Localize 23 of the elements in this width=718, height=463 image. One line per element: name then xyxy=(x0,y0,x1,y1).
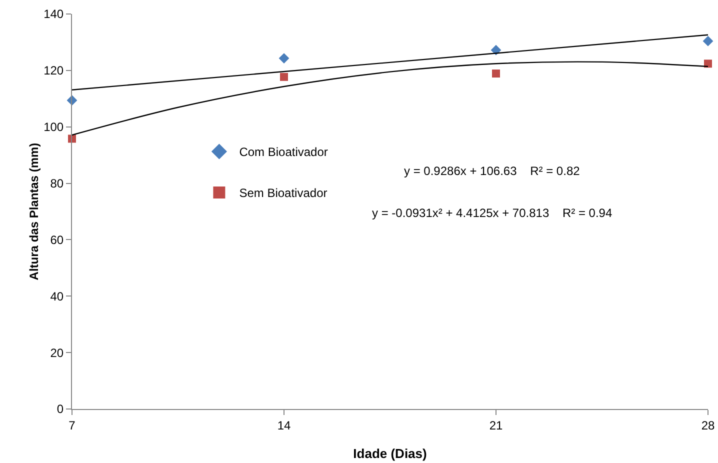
y-axis-title: Altura das Plantas (mm) xyxy=(27,142,41,280)
legend-label: Com Bioativador xyxy=(239,145,328,160)
x-tick-label: 7 xyxy=(68,418,76,432)
annotation: y = 0.9286x + 106.63 R² = 0.82 xyxy=(404,164,580,178)
point xyxy=(280,72,288,81)
x-axis-title: Idade (Dias) xyxy=(353,446,427,461)
y-tick-label: 80 xyxy=(50,176,64,190)
y-tick-label: 140 xyxy=(44,7,64,22)
point xyxy=(278,53,290,64)
point xyxy=(702,36,714,46)
y-tick-label: 40 xyxy=(50,289,64,304)
x-tick-label: 21 xyxy=(489,418,503,432)
point xyxy=(704,60,712,68)
annotation: y = -0.0931x² + 4.4125x + 70.813 R² = 0.94 xyxy=(372,206,612,220)
y-tick-label: 100 xyxy=(44,120,64,134)
legend-label: Sem Bioativador xyxy=(239,186,328,200)
y-tick-label: 20 xyxy=(50,346,64,360)
point xyxy=(492,70,500,78)
y-tick-label: 120 xyxy=(44,64,64,78)
y-tick-label: 0 xyxy=(56,402,64,416)
x-tick-label: 14 xyxy=(277,418,291,432)
x-tick-label: 28 xyxy=(701,418,715,432)
y-tick-label: 60 xyxy=(50,232,64,247)
